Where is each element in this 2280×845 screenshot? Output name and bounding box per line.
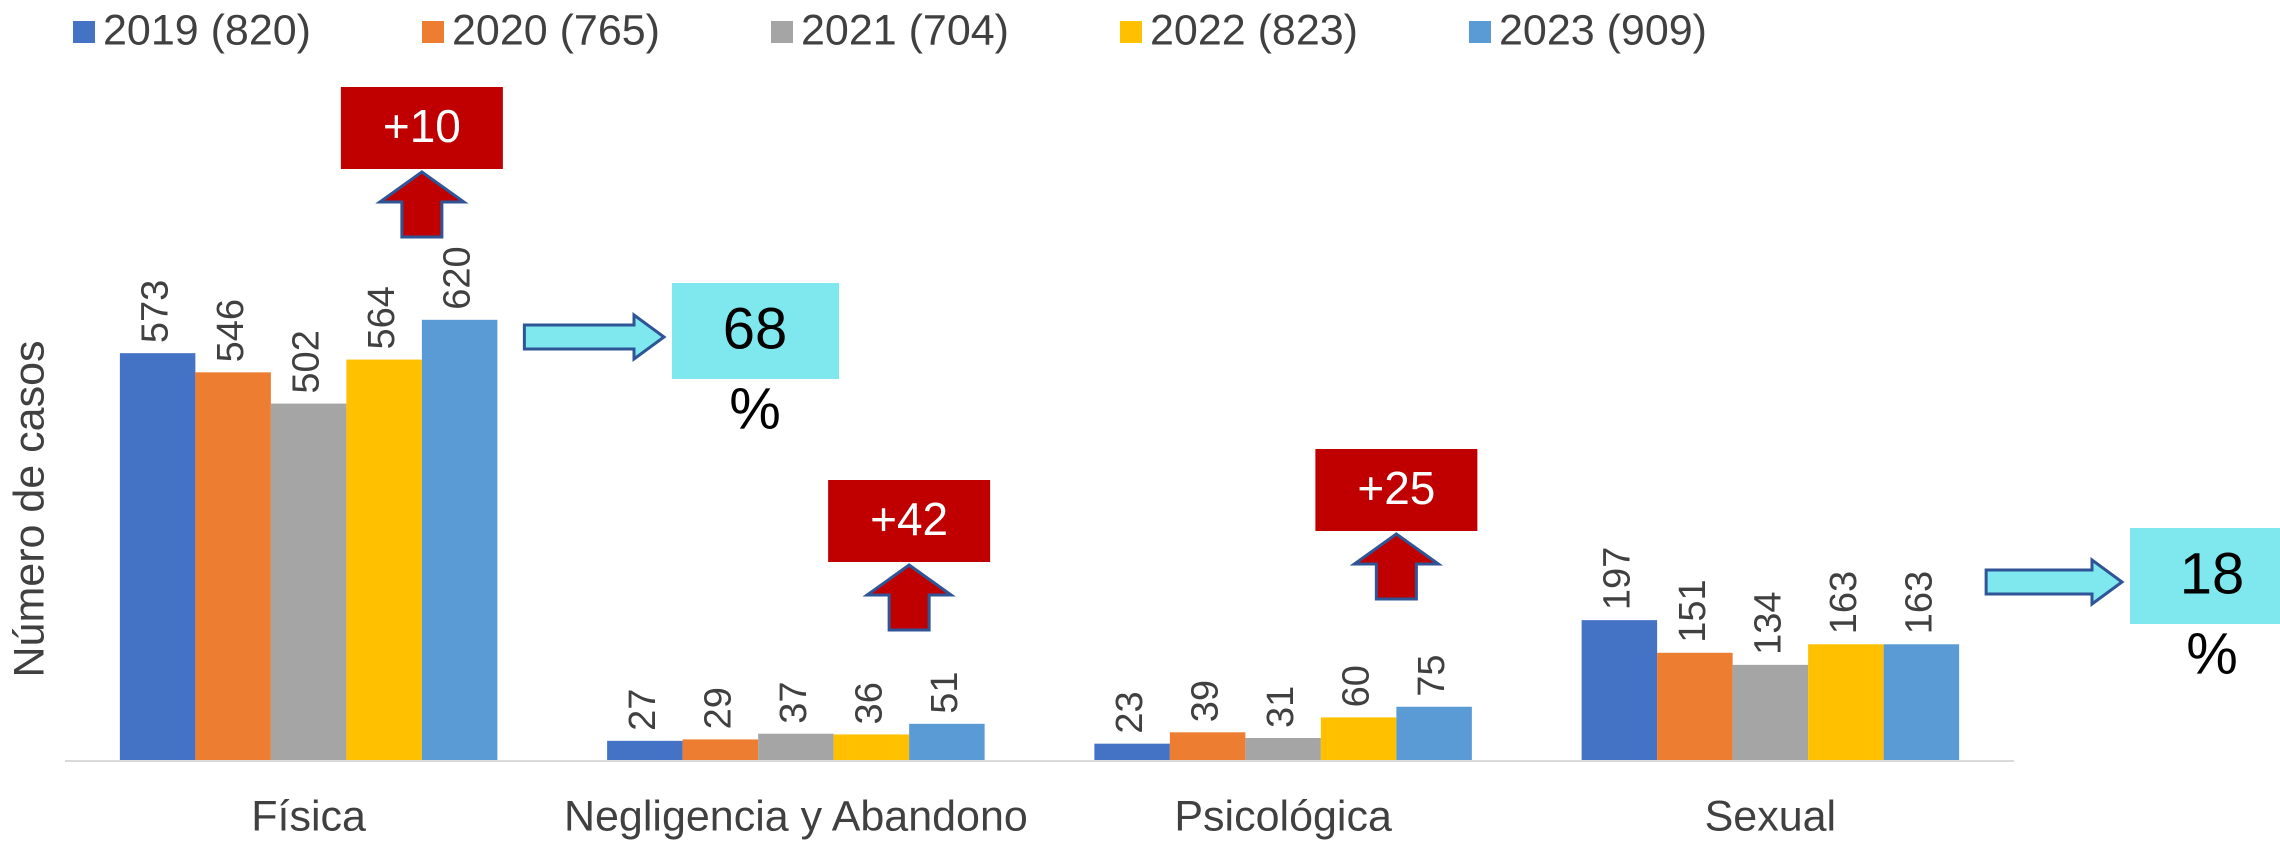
legend-label: 2020 (765) — [452, 6, 660, 54]
data-label: 151 — [1672, 579, 1714, 642]
data-label: 134 — [1747, 591, 1789, 654]
bar — [1883, 644, 1960, 760]
data-label: 29 — [697, 687, 739, 729]
increase-box — [340, 87, 503, 169]
bar — [270, 403, 347, 760]
up-arrow — [1349, 532, 1444, 601]
legend-swatch — [422, 21, 444, 43]
increase-label: +10 — [383, 100, 461, 152]
data-label: 163 — [1823, 571, 1865, 634]
bar — [1657, 652, 1733, 760]
data-label: 502 — [286, 330, 328, 393]
share-box — [672, 283, 839, 379]
legend-swatch — [1469, 21, 1491, 43]
data-label: 39 — [1185, 680, 1227, 722]
bar — [682, 739, 759, 760]
data-label: 197 — [1596, 547, 1638, 610]
share-unit: % — [729, 376, 781, 441]
data-label: 620 — [437, 246, 479, 309]
x-tick-label: Negligencia y Abandono — [564, 792, 1028, 840]
bar — [195, 372, 271, 760]
data-label: 36 — [848, 682, 890, 724]
legend-label: 2021 (704) — [801, 6, 1009, 54]
bar — [1094, 743, 1170, 760]
increase-label: +42 — [870, 493, 948, 545]
data-label: 163 — [1898, 571, 1940, 634]
share-unit: % — [2186, 621, 2238, 686]
share-value: 18 — [2180, 541, 2245, 606]
x-tick-label: Sexual — [1705, 792, 1836, 840]
data-label: 564 — [361, 286, 403, 349]
share-value: 68 — [723, 296, 788, 361]
bar — [1581, 620, 1658, 760]
bar — [1732, 664, 1809, 760]
increase-box — [828, 480, 991, 562]
data-label: 546 — [210, 299, 252, 362]
data-label: 23 — [1109, 691, 1151, 733]
bar — [1169, 732, 1246, 760]
legend-swatch — [73, 21, 95, 43]
bar — [833, 734, 910, 760]
data-label: 37 — [773, 681, 815, 723]
legend-swatch — [771, 21, 793, 43]
data-label: 573 — [135, 280, 177, 343]
bar — [119, 353, 196, 760]
share-box — [2130, 528, 2280, 624]
bar — [346, 359, 422, 760]
increase-box — [1315, 449, 1478, 531]
x-tick-label: Física — [251, 792, 366, 840]
bar — [758, 733, 834, 760]
legend-label: 2022 (823) — [1150, 6, 1358, 54]
right-arrow — [522, 312, 667, 362]
data-label: 60 — [1336, 665, 1378, 707]
bar — [909, 723, 985, 760]
bar — [1396, 706, 1472, 760]
data-label: 51 — [924, 672, 966, 714]
legend-swatch — [1120, 21, 1142, 43]
legend-label: 2019 (820) — [103, 6, 311, 54]
bar — [1245, 737, 1321, 760]
data-label: 27 — [622, 689, 664, 731]
bar — [1320, 717, 1397, 760]
up-arrow — [862, 563, 956, 632]
data-label: 31 — [1260, 686, 1302, 728]
bar — [421, 319, 498, 760]
bar — [607, 740, 683, 760]
x-tick-label: Psicológica — [1174, 792, 1392, 840]
right-arrow — [1984, 557, 2125, 607]
increase-label: +25 — [1357, 462, 1435, 514]
bar — [1808, 644, 1884, 760]
y-axis-label: Número de casos — [5, 341, 53, 678]
up-arrow — [375, 170, 469, 239]
data-label: 75 — [1411, 654, 1453, 696]
legend-label: 2023 (909) — [1499, 6, 1707, 54]
